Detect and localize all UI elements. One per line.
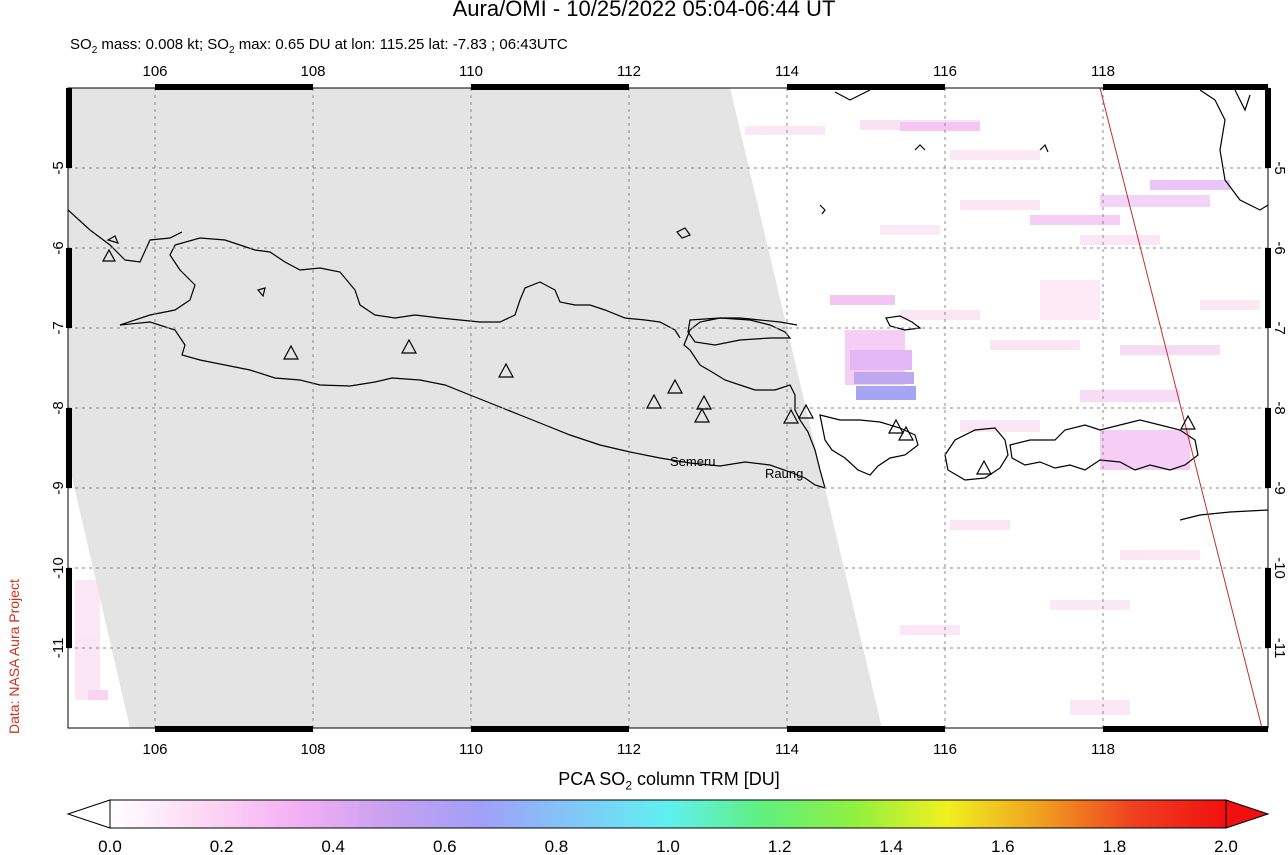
volcano-marker: [797, 403, 815, 419]
volcano-marker: [282, 344, 300, 360]
volcano-marker: [693, 407, 711, 423]
lat-tick-label: -5: [50, 161, 67, 174]
lat-tick-label: -9: [1271, 481, 1288, 494]
lon-tick-label: 106: [142, 741, 167, 758]
map-frame: [66, 84, 1271, 732]
colorbar: [66, 799, 1270, 829]
lat-tick-label: -6: [1271, 241, 1288, 254]
colorbar-title: PCA SO2 column TRM [DU]: [558, 769, 780, 793]
lat-ticks-left: -5 -6 -7 -8 -9 -10 -11: [50, 161, 67, 658]
lon-tick-label: 112: [617, 741, 641, 758]
colorbar-tick-label: 1.6: [991, 837, 1015, 855]
lat-ticks-right: -5 -6 -7 -8 -9 -10 -11: [1271, 161, 1288, 658]
lon-tick-label: 108: [300, 741, 325, 758]
volcano-marker: [887, 418, 905, 434]
volcano-marker: [645, 393, 663, 409]
colorbar-tick-label: 2.0: [1214, 837, 1238, 855]
lon-tick-label: 118: [1091, 741, 1115, 758]
colorbar-tick-label: 1.4: [879, 837, 903, 855]
volcano-marker: [400, 338, 418, 354]
colorbar-ticks: 0.0 0.2 0.4 0.6 0.8 1.0 1.2 1.4 1.6 1.8 …: [98, 837, 1238, 855]
colorbar-tick-label: 1.8: [1103, 837, 1127, 855]
volcano-marker: [975, 459, 993, 475]
colorbar-tick-label: 0.0: [98, 837, 122, 855]
volcano-marker: [666, 378, 684, 394]
lat-tick-label: -8: [1271, 401, 1288, 414]
lat-tick-label: -11: [50, 638, 67, 659]
lat-tick-label: -5: [1271, 161, 1288, 174]
colorbar-tick-label: 1.2: [768, 837, 792, 855]
colorbar-tick-label: 0.4: [321, 837, 345, 855]
lat-tick-label: -7: [50, 321, 67, 334]
volcano-marker: [1179, 414, 1197, 430]
map-title: Aura/OMI - 10/25/2022 05:04-06:44 UT: [452, 0, 836, 21]
lon-tick-label: 106: [142, 63, 167, 80]
lat-tick-label: -9: [50, 481, 67, 494]
lat-tick-label: -10: [50, 557, 67, 579]
lon-tick-label: 112: [617, 63, 641, 80]
volcano-marker: [782, 408, 800, 424]
map-panel[interactable]: Semeru Raung: [66, 84, 1271, 732]
lat-tick-label: -6: [50, 241, 67, 254]
graticule: [68, 88, 1268, 728]
so2-pixels: [75, 120, 1260, 715]
lon-ticks-bottom: 106 108 110 112 114 116 118: [142, 741, 1114, 758]
lon-tick-label: 108: [300, 63, 325, 80]
volcano-marker: [497, 362, 515, 378]
lat-tick-label: -8: [50, 401, 67, 414]
colorbar-over-arrow: [1225, 799, 1270, 829]
lon-tick-label: 110: [459, 741, 483, 758]
lon-tick-label: 114: [775, 63, 799, 80]
colorbar-tick-label: 0.8: [545, 837, 569, 855]
volcano-marker: [897, 425, 915, 441]
lat-tick-label: -10: [1271, 557, 1288, 579]
colorbar-bar: [109, 799, 1227, 829]
volcano-label-semeru: Semeru: [670, 454, 716, 469]
lon-tick-label: 110: [459, 63, 483, 80]
volcano-markers: [101, 248, 1197, 475]
lon-tick-label: 116: [933, 63, 957, 80]
volcano-label-raung: Raung: [765, 466, 803, 481]
lon-tick-label: 116: [933, 741, 957, 758]
lon-tick-label: 118: [1091, 63, 1115, 80]
colorbar-tick-label: 0.6: [433, 837, 457, 855]
colorbar-tick-label: 1.0: [656, 837, 680, 855]
lat-tick-label: -7: [1271, 321, 1288, 334]
map-subtitle: SO2 mass: 0.008 kt; SO2 max: 0.65 DU at …: [70, 36, 568, 56]
colorbar-under-arrow: [66, 799, 111, 829]
coastlines: [68, 89, 1268, 521]
volcano-marker: [101, 248, 117, 262]
lon-tick-label: 114: [775, 741, 799, 758]
lon-ticks-top: 106 108 110 112 114 116 118: [142, 63, 1114, 80]
volcano-marker: [695, 394, 713, 410]
colorbar-tick-label: 0.2: [210, 837, 234, 855]
lat-tick-label: -11: [1271, 638, 1288, 659]
